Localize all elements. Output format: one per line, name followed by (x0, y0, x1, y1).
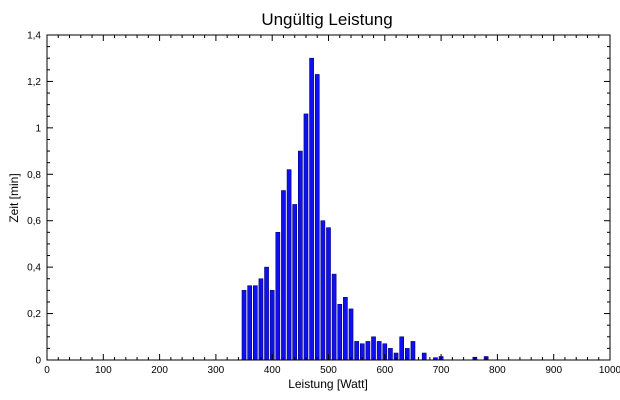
histogram-bar (320, 220, 326, 361)
histogram-bar (388, 348, 393, 361)
histogram-bar (348, 308, 354, 361)
x-tick-label: 500 (320, 365, 337, 376)
histogram-bar (410, 341, 416, 361)
y-tick-label: 0,8 (27, 170, 41, 181)
x-tick-label: 300 (208, 365, 225, 376)
x-tick-label: 600 (376, 365, 393, 376)
histogram-bar (354, 341, 359, 361)
x-tick-label: 400 (264, 365, 281, 376)
y-tick-label: 1 (35, 123, 41, 134)
x-tick-label: 0 (44, 365, 50, 376)
histogram-bar (399, 336, 405, 361)
histogram-bar (258, 278, 264, 361)
histogram-bar (309, 57, 314, 361)
histogram-bar (314, 74, 320, 361)
histogram-bar (281, 190, 286, 361)
histogram-bar (343, 297, 348, 361)
y-tick-label: 0,2 (27, 309, 41, 320)
histogram-bar (275, 232, 281, 361)
y-tick-label: 0,6 (27, 216, 41, 227)
x-tick-label: 800 (489, 365, 506, 376)
x-tick-label: 700 (433, 365, 450, 376)
histogram-bar (252, 285, 258, 361)
histogram-bar (337, 303, 343, 361)
histogram-bar (292, 204, 298, 361)
y-tick-label: 0,4 (27, 263, 41, 274)
histogram-bar (303, 113, 309, 361)
y-tick-label: 0 (35, 356, 41, 367)
histogram-bar (269, 290, 275, 361)
x-tick-label: 100 (95, 365, 112, 376)
bars-layer (241, 57, 489, 361)
histogram-bar (421, 352, 427, 361)
y-tick-label: 1,2 (27, 77, 41, 88)
ticks-layer: 0 100 200 300 400 500 600 700 800 900 1000 0 0,2 0,4 0… (27, 31, 620, 377)
y-tick-label: 1,4 (27, 31, 41, 42)
x-axis-label: Leistung [Watt] (288, 377, 368, 391)
histogram-bar (241, 290, 247, 361)
histogram-bar (331, 273, 337, 361)
histogram-bar (376, 341, 382, 361)
histogram-bar (365, 341, 371, 361)
chart-title: Ungültig Leistung (261, 10, 392, 29)
x-tick-label: 200 (151, 365, 168, 376)
histogram-bar (326, 227, 331, 361)
histogram-bar (286, 169, 292, 361)
histogram-bar (247, 285, 252, 361)
x-tick-label: 900 (545, 365, 562, 376)
histogram-bar (371, 336, 376, 361)
y-axis-label: Zeit [min] (7, 173, 21, 222)
x-tick-label: 1000 (599, 365, 620, 376)
histogram-bar (298, 150, 303, 361)
histogram-bar (264, 266, 269, 361)
